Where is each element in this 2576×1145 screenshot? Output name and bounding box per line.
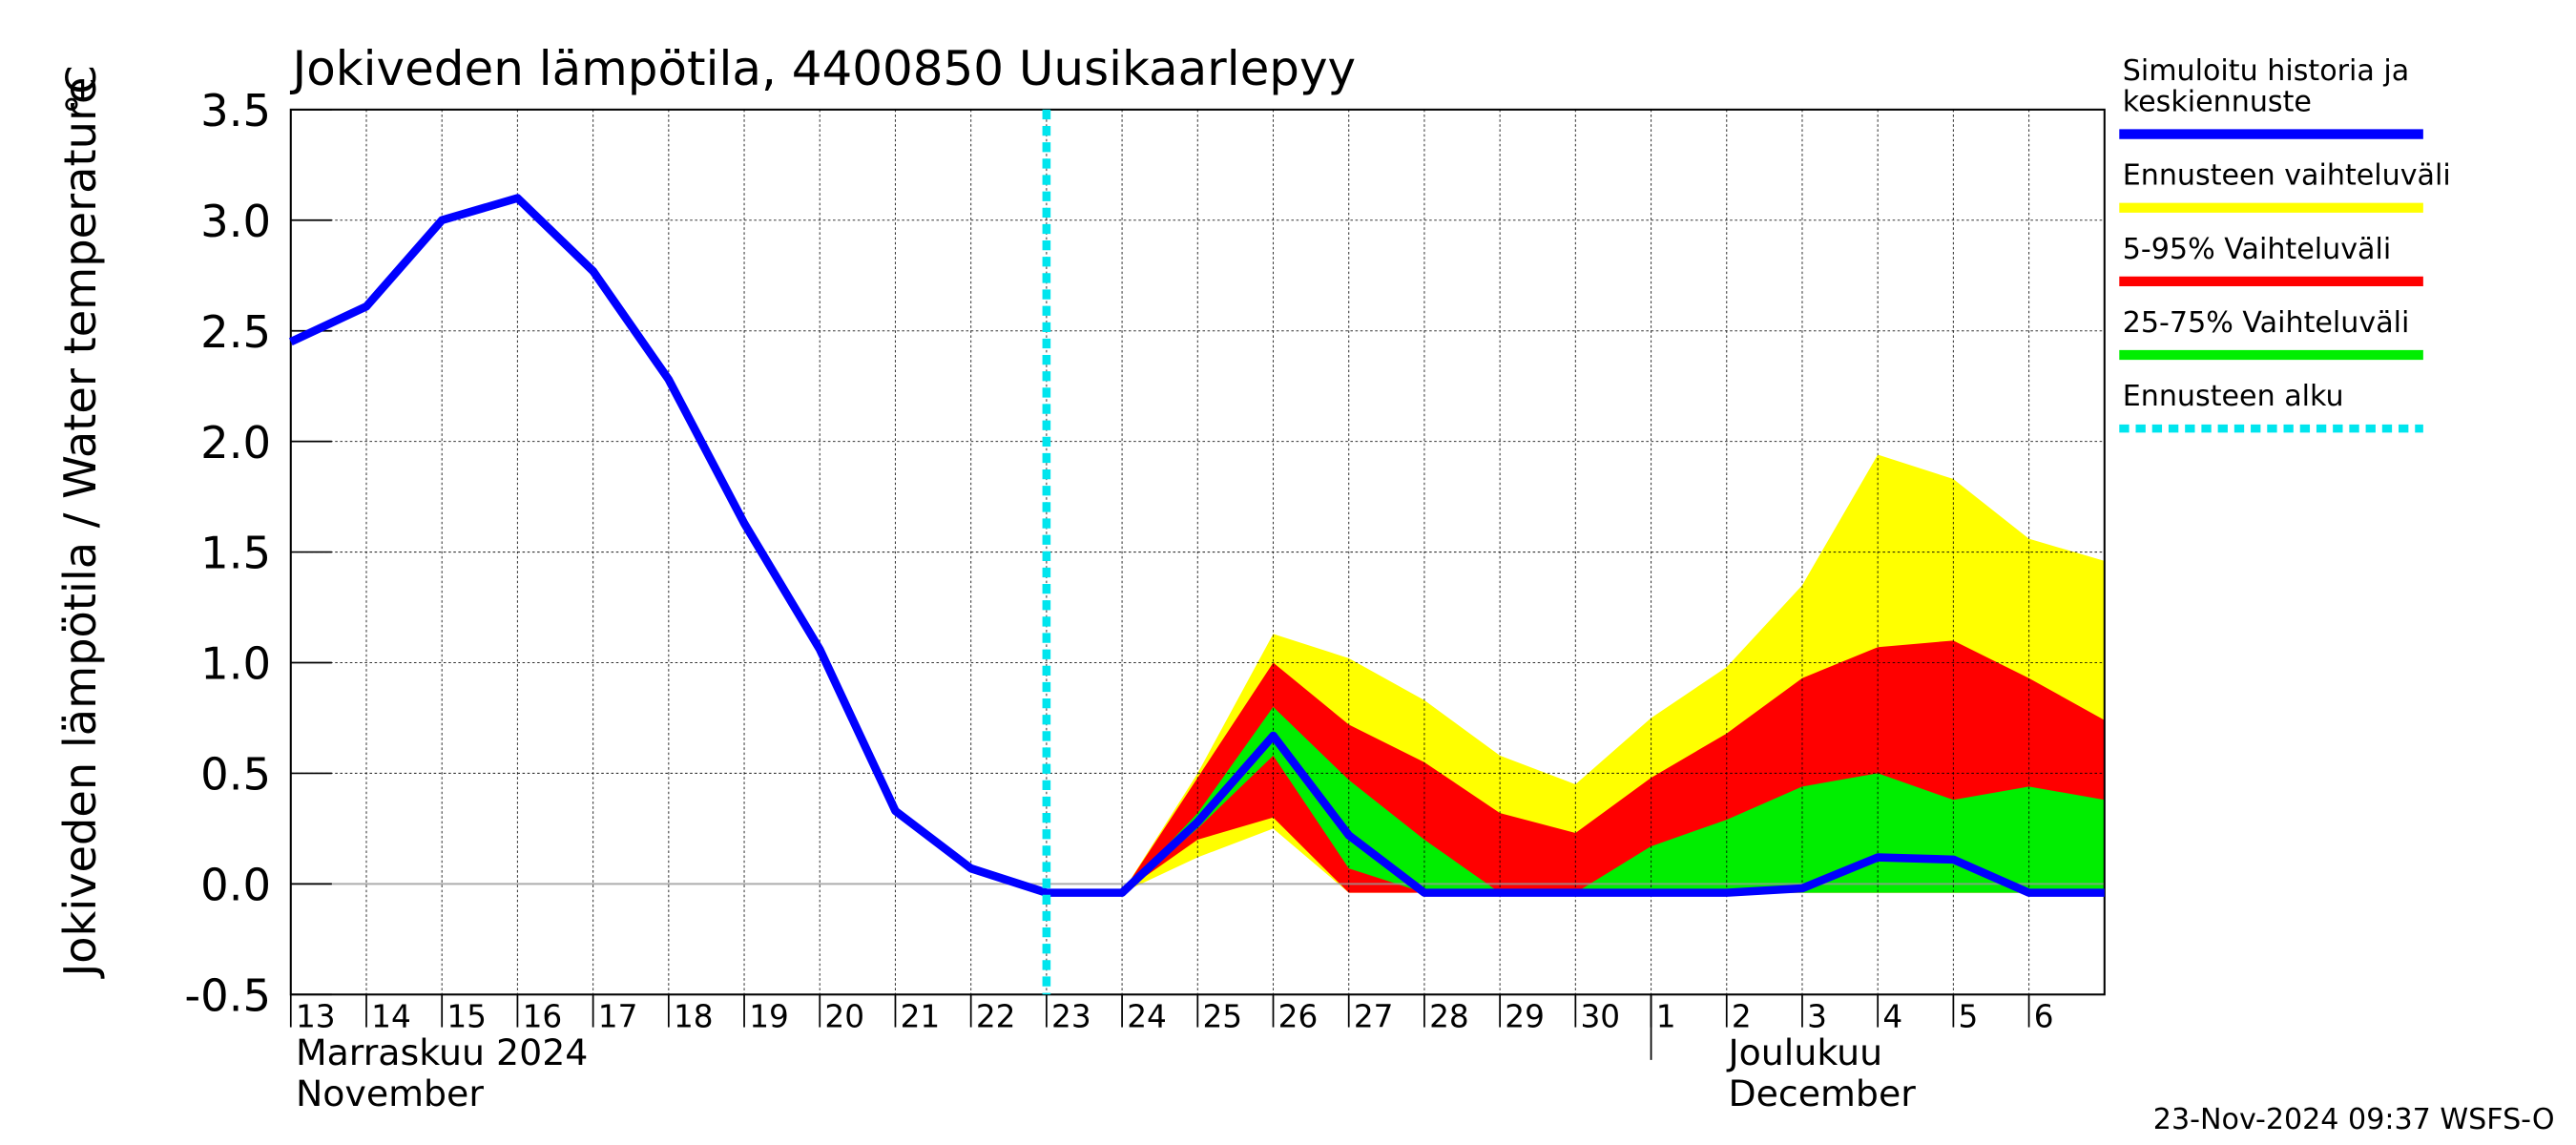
- x-tick-label: 23: [1051, 999, 1091, 1035]
- x-tick-label: 1: [1656, 999, 1676, 1035]
- x-tick-label: 6: [2034, 999, 2054, 1035]
- month-label: December: [1728, 1072, 1916, 1114]
- x-tick-label: 24: [1127, 999, 1167, 1035]
- y-tick-label: 1.0: [200, 638, 271, 690]
- legend-label: Ennusteen alku: [2123, 380, 2344, 413]
- y-tick-label: 3.0: [200, 196, 271, 247]
- y-tick-label: 1.5: [200, 528, 271, 579]
- x-tick-label: 14: [371, 999, 411, 1035]
- x-tick-label: 25: [1202, 999, 1242, 1035]
- y-tick-label: 3.5: [200, 85, 271, 136]
- x-tick-label: 5: [1959, 999, 1979, 1035]
- x-tick-label: 4: [1882, 999, 1902, 1035]
- x-tick-label: 27: [1354, 999, 1394, 1035]
- x-tick-label: 29: [1505, 999, 1545, 1035]
- legend-label: Simuloitu historia ja keskiennuste: [2123, 54, 2409, 118]
- y-tick-label: 2.5: [200, 306, 271, 358]
- x-tick-label: 16: [523, 999, 563, 1035]
- x-tick-label: 26: [1278, 999, 1319, 1035]
- line: [288, 194, 2105, 897]
- timestamp: 23-Nov-2024 09:37 WSFS-O: [2153, 1103, 2555, 1136]
- plot-frame: [289, 108, 2106, 996]
- y-tick-label: 2.0: [200, 417, 271, 468]
- x-tick-label: 2: [1732, 999, 1752, 1035]
- x-tick-label: 19: [749, 999, 789, 1035]
- legend-label: Ennusteen vaihteluväli: [2123, 159, 2451, 193]
- month-label: Marraskuu 2024: [296, 1031, 588, 1073]
- x-tick-label: 22: [976, 999, 1016, 1035]
- y-tick-label: 0.0: [200, 860, 271, 911]
- y-tick-label: 0.5: [200, 749, 271, 801]
- month-label: Joulukuu: [1726, 1031, 1882, 1073]
- x-tick-label: 20: [824, 999, 864, 1035]
- legend-label: 5-95% Vaihteluväli: [2123, 233, 2391, 266]
- x-tick-label: 21: [901, 999, 941, 1035]
- x-tick-label: 28: [1429, 999, 1469, 1035]
- month-label: November: [296, 1072, 484, 1114]
- y-axis-label: Jokiveden lämpötila / Water temperature: [54, 77, 106, 980]
- x-tick-label: 17: [598, 999, 638, 1035]
- x-tick-label: 18: [674, 999, 714, 1035]
- y-axis-unit: °C: [58, 66, 106, 114]
- x-tick-label: 15: [447, 999, 487, 1035]
- y-tick-label: -0.5: [184, 970, 271, 1022]
- legend-label: 25-75% Vaihteluväli: [2123, 306, 2410, 340]
- x-tick-label: 13: [296, 999, 336, 1035]
- x-tick-label: 30: [1581, 999, 1621, 1035]
- x-tick-label: 3: [1807, 999, 1827, 1035]
- chart-title: Jokiveden lämpötila, 4400850 Uusikaarlep…: [289, 41, 1356, 96]
